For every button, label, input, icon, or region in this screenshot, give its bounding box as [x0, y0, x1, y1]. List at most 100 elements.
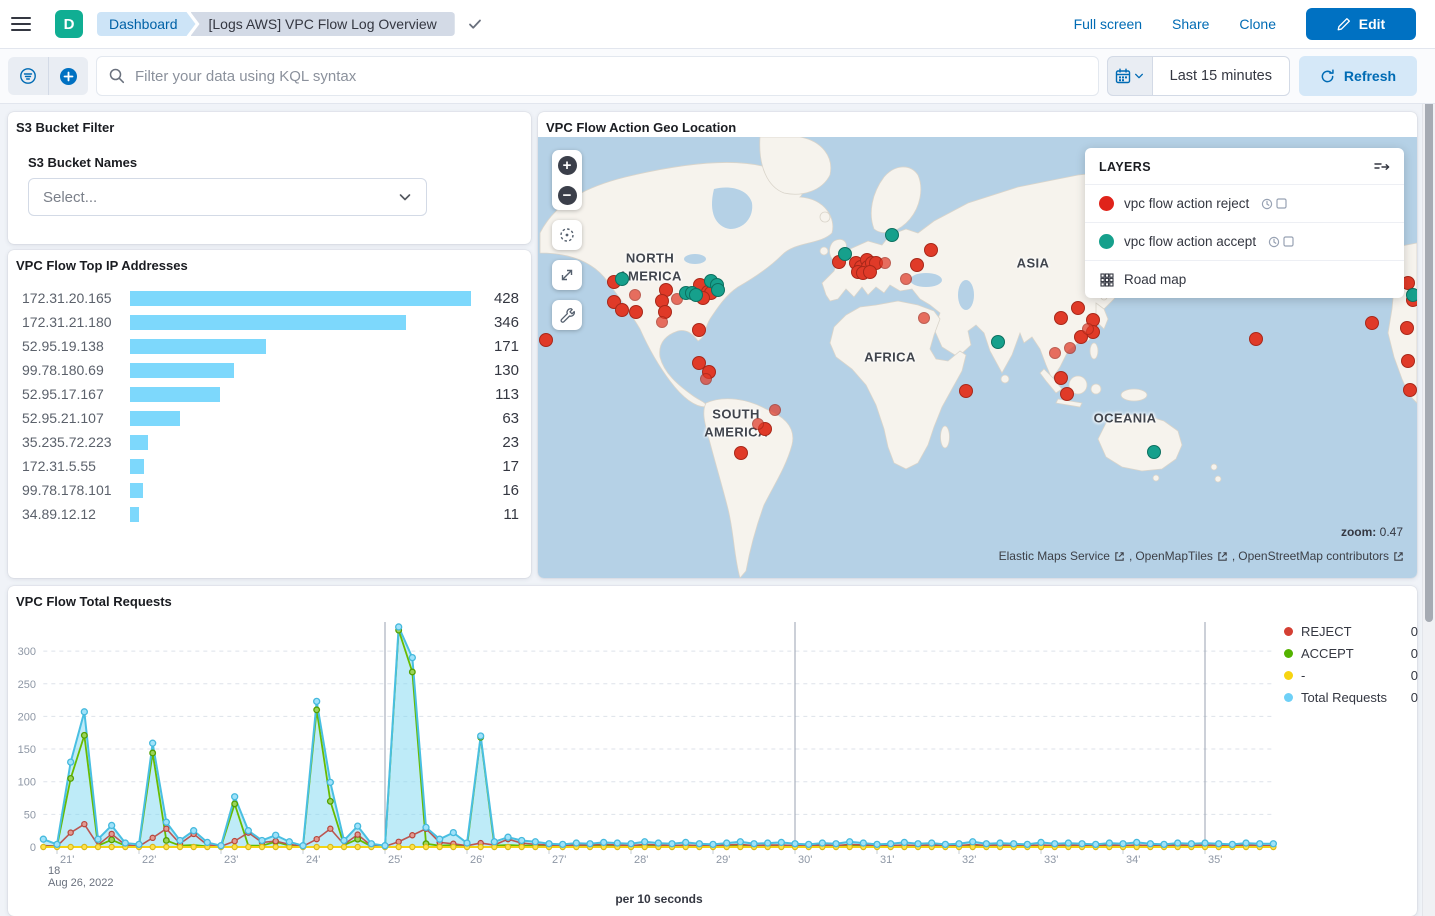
fit-to-data-button[interactable]	[552, 260, 582, 290]
map-point-reject[interactable]	[924, 243, 938, 257]
total-requests-chart[interactable]: 05010015020025030021'22'23'24'25'26'27'2…	[8, 586, 1417, 916]
map-point-reject[interactable]	[769, 404, 781, 416]
map-point-reject[interactable]	[700, 373, 712, 385]
map-point-reject[interactable]	[1054, 311, 1068, 325]
map-point-reject[interactable]	[1365, 316, 1379, 330]
ip-row[interactable]: 52.95.17.167113	[22, 382, 519, 406]
map-point-reject[interactable]	[959, 384, 973, 398]
world-map[interactable]: NORTHAMERICASOUTHAMERICAAFRICAASIAOCEANI…	[538, 137, 1417, 578]
ip-row[interactable]: 99.78.180.69130	[22, 358, 519, 382]
ip-value: 17	[471, 458, 519, 475]
edit-button[interactable]: Edit	[1306, 8, 1416, 40]
map-point-reject[interactable]	[539, 333, 553, 347]
page-scrollbar[interactable]	[1422, 0, 1435, 916]
map-point-accept[interactable]	[885, 228, 899, 242]
ip-bar[interactable]	[130, 315, 406, 330]
ip-bar-track	[130, 315, 471, 330]
clone-button[interactable]: Clone	[1239, 16, 1276, 32]
s3-bucket-select[interactable]: Select...	[28, 178, 427, 216]
external-link-icon	[1393, 551, 1404, 562]
map-point-accept[interactable]	[711, 283, 725, 297]
map-point-accept[interactable]	[1147, 445, 1161, 459]
map-point-reject[interactable]	[1249, 332, 1263, 346]
map-point-reject[interactable]	[863, 265, 877, 279]
attribution-link[interactable]: Elastic Maps Service	[999, 549, 1110, 563]
checkbox-icon	[1276, 198, 1287, 209]
map-point-accept[interactable]	[689, 288, 703, 302]
map-point-reject[interactable]	[1064, 342, 1076, 354]
attribution-link[interactable]: OpenStreetMap contributors	[1238, 549, 1389, 563]
legend-item[interactable]: ACCEPT0	[1284, 642, 1418, 664]
map-point-reject[interactable]	[1403, 383, 1417, 397]
map-point-reject[interactable]	[1071, 301, 1085, 315]
ip-row[interactable]: 99.78.178.10116	[22, 478, 519, 502]
ip-bar[interactable]	[130, 459, 144, 474]
vpc-flow-total-requests-panel: VPC Flow Total Requests 0501001502002503…	[8, 586, 1417, 916]
time-range-display[interactable]: Last 15 minutes	[1153, 56, 1290, 96]
ip-bar[interactable]	[130, 411, 180, 426]
svg-text:34': 34'	[1126, 854, 1140, 866]
ip-row[interactable]: 34.89.12.1211	[22, 502, 519, 526]
ip-bar[interactable]	[130, 339, 266, 354]
legend-item[interactable]: -0	[1284, 664, 1418, 686]
map-point-reject[interactable]	[900, 273, 912, 285]
map-point-accept[interactable]	[991, 335, 1005, 349]
map-point-reject[interactable]	[918, 312, 930, 324]
map-tools-control	[552, 300, 582, 330]
ip-row[interactable]: 172.31.21.180346	[22, 310, 519, 334]
map-point-reject[interactable]	[629, 305, 643, 319]
map-point-reject[interactable]	[1401, 354, 1415, 368]
map-point-reject[interactable]	[910, 258, 924, 272]
ip-bar[interactable]	[130, 363, 234, 378]
ip-row[interactable]: 172.31.20.165428	[22, 286, 519, 310]
map-point-reject[interactable]	[629, 289, 641, 301]
ip-bar[interactable]	[130, 507, 139, 522]
ip-row[interactable]: 52.95.21.10763	[22, 406, 519, 430]
saved-query-menu-button[interactable]	[8, 57, 48, 95]
ip-row[interactable]: 172.31.5.5517	[22, 454, 519, 478]
add-filter-button[interactable]	[48, 57, 88, 95]
map-point-reject[interactable]	[1060, 387, 1074, 401]
share-button[interactable]: Share	[1172, 16, 1209, 32]
map-point-accept[interactable]	[615, 272, 629, 286]
ip-row[interactable]: 52.95.19.138171	[22, 334, 519, 358]
tools-wrench-button[interactable]	[552, 300, 582, 330]
ip-bar-track	[130, 339, 471, 354]
refresh-button[interactable]: Refresh	[1299, 56, 1417, 96]
legend-item[interactable]: REJECT0	[1284, 620, 1418, 642]
svg-text:29': 29'	[716, 854, 730, 866]
full-screen-button[interactable]: Full screen	[1074, 16, 1142, 32]
attribution-link[interactable]: OpenMapTiles	[1135, 549, 1213, 563]
space-avatar[interactable]: D	[55, 10, 83, 38]
map-point-reject[interactable]	[734, 446, 748, 460]
map-point-accept[interactable]	[1406, 288, 1417, 302]
ip-bar[interactable]	[130, 483, 143, 498]
layer-row-reject[interactable]: vpc flow action reject	[1085, 184, 1404, 222]
collapse-layers-icon[interactable]	[1374, 160, 1390, 174]
map-point-reject[interactable]	[1082, 323, 1094, 335]
date-picker-calendar-button[interactable]	[1107, 56, 1153, 96]
map-point-reject[interactable]	[752, 418, 764, 430]
map-attribution: Elastic Maps Service, OpenMapTiles, Open…	[999, 549, 1405, 563]
layer-row-accept[interactable]: vpc flow action accept	[1085, 222, 1404, 260]
ip-bar[interactable]	[130, 435, 148, 450]
menu-icon[interactable]	[0, 0, 42, 48]
layer-row-road-map[interactable]: Road map	[1085, 260, 1404, 298]
ip-bar[interactable]	[130, 291, 471, 306]
map-point-reject[interactable]	[1049, 347, 1061, 359]
map-point-accept[interactable]	[838, 247, 852, 261]
kql-search-input[interactable]: Filter your data using KQL syntax	[96, 56, 1099, 96]
zoom-out-button[interactable]: −	[552, 180, 582, 210]
map-point-reject[interactable]	[879, 257, 891, 269]
map-point-reject[interactable]	[692, 323, 706, 337]
breadcrumb-dashboard[interactable]: Dashboard	[97, 12, 196, 36]
set-view-button[interactable]	[552, 220, 582, 250]
map-point-reject[interactable]	[656, 316, 668, 328]
map-point-reject[interactable]	[1400, 321, 1414, 335]
map-point-reject[interactable]	[615, 303, 629, 317]
map-point-reject[interactable]	[1054, 371, 1068, 385]
legend-item[interactable]: Total Requests0	[1284, 686, 1418, 708]
ip-row[interactable]: 35.235.72.22323	[22, 430, 519, 454]
zoom-in-button[interactable]: +	[552, 150, 582, 180]
ip-bar[interactable]	[130, 387, 220, 402]
